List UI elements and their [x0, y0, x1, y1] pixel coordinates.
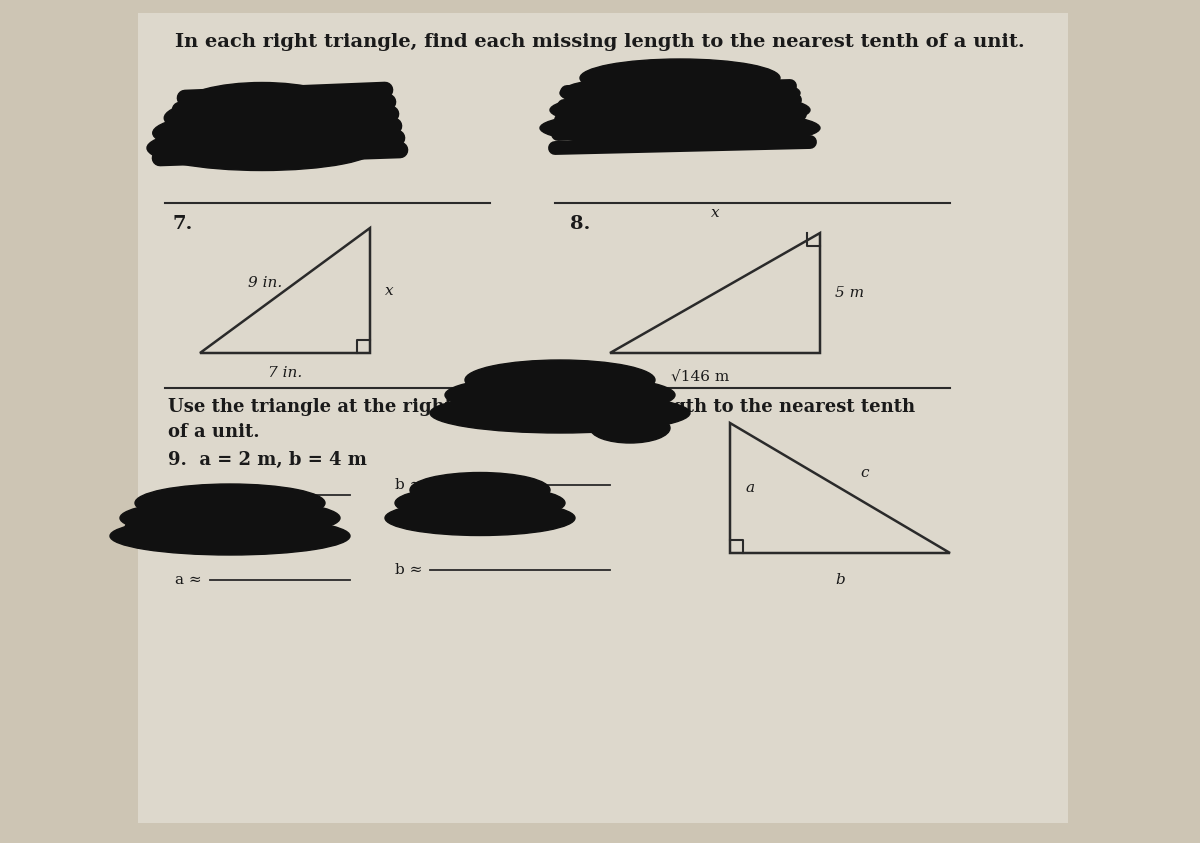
Ellipse shape	[580, 59, 780, 97]
Text: 7 in.: 7 in.	[268, 366, 302, 380]
Ellipse shape	[466, 360, 655, 400]
Text: c: c	[860, 466, 869, 480]
Ellipse shape	[145, 506, 205, 534]
Ellipse shape	[181, 83, 342, 127]
Ellipse shape	[550, 91, 810, 129]
Text: 9.  a = 2 m, b = 4 m: 9. a = 2 m, b = 4 m	[168, 451, 367, 469]
Text: Use the triangle at the right. Find the missing length to the nearest tenth: Use the triangle at the right. Find the …	[168, 398, 916, 416]
Text: In each right triangle, find each missing length to the nearest tenth of a unit.: In each right triangle, find each missin…	[175, 33, 1025, 51]
Ellipse shape	[590, 413, 670, 443]
Ellipse shape	[430, 393, 690, 433]
Ellipse shape	[560, 74, 800, 112]
Ellipse shape	[134, 484, 325, 522]
Text: a ≈: a ≈	[175, 573, 202, 587]
Ellipse shape	[385, 501, 575, 535]
Text: x: x	[710, 206, 719, 220]
Ellipse shape	[445, 375, 674, 415]
Text: b: b	[835, 573, 845, 587]
Text: 8.: 8.	[570, 215, 590, 233]
Text: √146 m: √146 m	[671, 369, 730, 383]
Text: b ≈: b ≈	[395, 478, 422, 492]
Ellipse shape	[410, 472, 550, 507]
Ellipse shape	[152, 110, 371, 155]
Text: c ≈: c ≈	[175, 488, 202, 502]
Ellipse shape	[148, 126, 377, 170]
Text: a: a	[745, 481, 754, 495]
Ellipse shape	[164, 95, 360, 141]
FancyBboxPatch shape	[138, 13, 1068, 823]
Ellipse shape	[395, 486, 565, 520]
Text: b ≈: b ≈	[395, 563, 422, 577]
Ellipse shape	[125, 514, 185, 542]
Ellipse shape	[110, 517, 350, 555]
Text: x: x	[385, 284, 394, 298]
Ellipse shape	[166, 498, 226, 526]
Text: of a unit.: of a unit.	[168, 423, 259, 441]
Text: 9 in.: 9 in.	[248, 276, 282, 290]
Ellipse shape	[120, 499, 340, 537]
Text: 7.: 7.	[172, 215, 192, 233]
Ellipse shape	[540, 109, 820, 147]
Text: 5 m: 5 m	[835, 286, 864, 300]
